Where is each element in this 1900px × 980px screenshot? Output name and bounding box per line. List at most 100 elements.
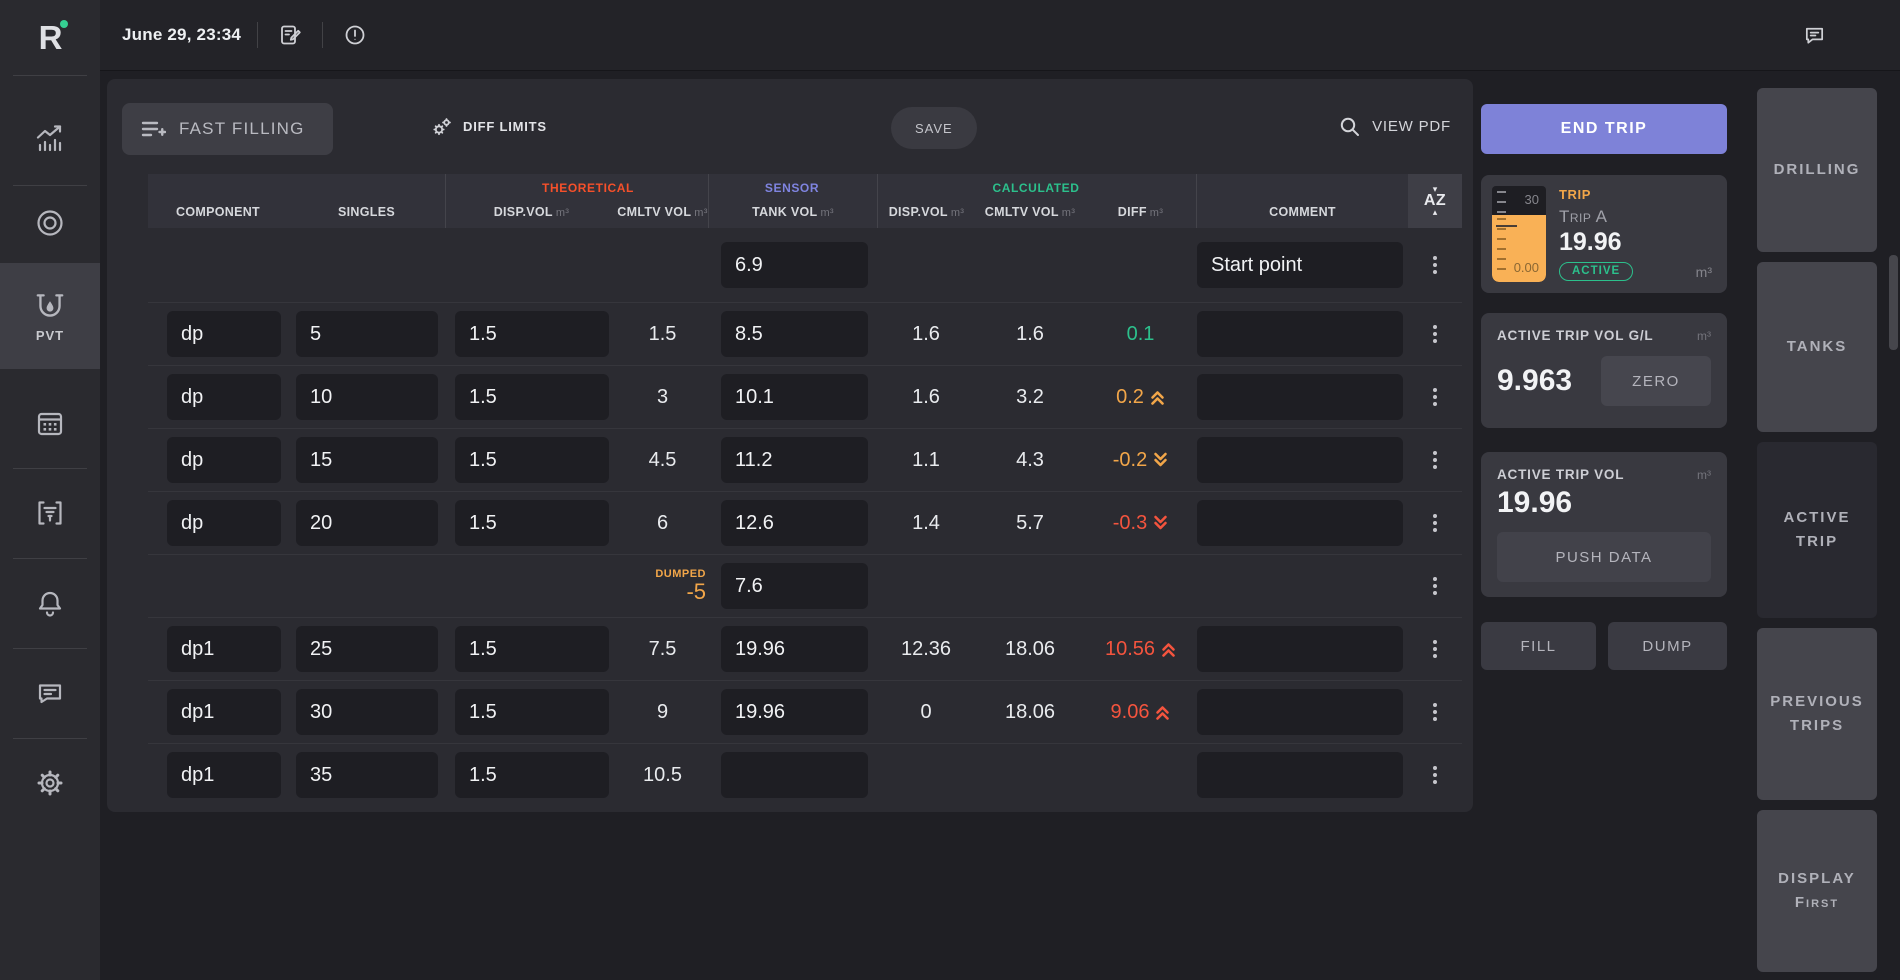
row-menu-button[interactable] — [1425, 380, 1445, 414]
tank-vol-input[interactable] — [721, 626, 868, 672]
comment-input[interactable] — [1197, 500, 1403, 546]
view-pdf-label: VIEW PDF — [1372, 118, 1451, 135]
component-input[interactable] — [167, 374, 281, 420]
calculated-cmltv-vol-value: 4.3 — [1016, 448, 1044, 471]
menu-dot — [1433, 451, 1437, 455]
theoretical-disp-vol-input[interactable] — [455, 689, 609, 735]
table-header: THEORETICAL SENSOR CALCULATED COMPONENT … — [148, 174, 1462, 228]
sidebar-item-calendar[interactable] — [0, 391, 100, 455]
trip-status-badge: ACTIVE — [1559, 262, 1634, 281]
theoretical-disp-vol-input[interactable] — [455, 500, 609, 546]
view-pdf-button[interactable]: VIEW PDF — [1338, 79, 1451, 174]
tab-active-trip[interactable]: ACTIVE TRIP — [1757, 442, 1877, 618]
calculated-disp-vol-value: 0 — [920, 700, 932, 723]
menu-dot — [1433, 270, 1437, 274]
singles-cell — [288, 555, 445, 617]
component-input[interactable] — [167, 311, 281, 357]
tank-vol-input[interactable] — [721, 500, 868, 546]
calculated-cmltv-vol-cell: 3.2 — [975, 366, 1085, 428]
sidebar-item-target[interactable] — [0, 191, 100, 255]
tank-vol-input[interactable] — [721, 437, 868, 483]
component-cell — [148, 366, 288, 428]
theoretical-disp-vol-input[interactable] — [455, 311, 609, 357]
row-menu-button[interactable] — [1425, 506, 1445, 540]
comment-cell — [1196, 228, 1408, 302]
sort-alpha-button[interactable]: ▾ AZ ▴ — [1408, 174, 1462, 228]
singles-input[interactable] — [296, 752, 438, 798]
sidebar-item-filter[interactable] — [0, 481, 100, 545]
tab-previous-trips[interactable]: PREVIOUS TRIPS — [1757, 628, 1877, 800]
theoretical-disp-vol-input[interactable] — [455, 374, 609, 420]
tank-vol-input[interactable] — [721, 752, 868, 798]
row-menu-cell — [1408, 492, 1462, 554]
tank-vol-input[interactable] — [721, 563, 868, 609]
component-input[interactable] — [167, 752, 281, 798]
tank-vol-input[interactable] — [721, 689, 868, 735]
comment-input[interactable] — [1197, 242, 1403, 288]
theoretical-disp-vol-input[interactable] — [455, 752, 609, 798]
singles-input[interactable] — [296, 437, 438, 483]
comment-input[interactable] — [1197, 311, 1403, 357]
sidebar-item-analytics[interactable] — [0, 106, 100, 170]
row-menu-button[interactable] — [1425, 695, 1445, 729]
logo-letter: R — [38, 19, 63, 56]
trip-name: Trip A — [1559, 207, 1608, 226]
singles-input[interactable] — [296, 374, 438, 420]
diff-up-chevron-icon — [1156, 706, 1170, 720]
fast-filling-button[interactable]: FAST FILLING — [122, 103, 333, 155]
row-menu-button[interactable] — [1425, 443, 1445, 477]
row-menu-button[interactable] — [1425, 569, 1445, 603]
singles-input[interactable] — [296, 689, 438, 735]
sidebar-item-comments[interactable] — [0, 661, 100, 725]
calculated-cmltv-vol-cell — [975, 744, 1085, 806]
messages-button[interactable] — [1798, 19, 1830, 51]
menu-dot — [1433, 332, 1437, 336]
diff-limits-button[interactable]: DIFF LIMITS — [430, 79, 547, 174]
singles-input[interactable] — [296, 311, 438, 357]
row-menu-button[interactable] — [1425, 248, 1445, 282]
component-input[interactable] — [167, 689, 281, 735]
theoretical-disp-vol-input[interactable] — [455, 626, 609, 672]
tab-drilling[interactable]: DRILLING — [1757, 88, 1877, 252]
diff-limits-label: DIFF LIMITS — [463, 119, 547, 134]
sidebar-item-settings[interactable] — [0, 751, 100, 815]
menu-dot — [1433, 591, 1437, 595]
menu-dot — [1433, 521, 1437, 525]
component-cell — [148, 228, 288, 302]
notes-button[interactable] — [274, 19, 306, 51]
end-trip-button[interactable]: END TRIP — [1481, 104, 1727, 154]
comment-input[interactable] — [1197, 689, 1403, 735]
component-input[interactable] — [167, 437, 281, 483]
comment-icon — [38, 684, 62, 704]
diff-number: -0.3 — [1112, 511, 1148, 534]
tank-vol-input[interactable] — [721, 374, 868, 420]
zero-button[interactable]: ZERO — [1601, 356, 1711, 406]
row-menu-button[interactable] — [1425, 758, 1445, 792]
chart-icon — [36, 125, 62, 152]
comment-input[interactable] — [1197, 374, 1403, 420]
tank-vol-input[interactable] — [721, 242, 868, 288]
component-input[interactable] — [167, 500, 281, 546]
component-input[interactable] — [167, 626, 281, 672]
singles-input[interactable] — [296, 500, 438, 546]
comment-input[interactable] — [1197, 752, 1403, 798]
theoretical-disp-vol-input[interactable] — [455, 437, 609, 483]
singles-input[interactable] — [296, 626, 438, 672]
row-menu-button[interactable] — [1425, 317, 1445, 351]
comment-input[interactable] — [1197, 437, 1403, 483]
tank-vol-input[interactable] — [721, 311, 868, 357]
sidebar-item-pvt[interactable]: PVT — [0, 263, 100, 369]
info-button[interactable] — [339, 19, 371, 51]
tab-tanks[interactable]: TANKS — [1757, 262, 1877, 432]
comment-input[interactable] — [1197, 626, 1403, 672]
sidebar-item-alerts[interactable] — [0, 571, 100, 635]
fill-button[interactable]: FILL — [1481, 622, 1596, 670]
save-button[interactable]: SAVE — [891, 107, 977, 149]
tab-display-first[interactable]: DISPLAY First — [1757, 810, 1877, 972]
row-menu-button[interactable] — [1425, 632, 1445, 666]
app-logo: R — [0, 12, 100, 64]
push-data-button[interactable]: PUSH DATA — [1497, 532, 1711, 582]
dump-button[interactable]: DUMP — [1608, 622, 1727, 670]
menu-dot — [1433, 388, 1437, 392]
scrollbar-thumb[interactable] — [1889, 255, 1898, 350]
